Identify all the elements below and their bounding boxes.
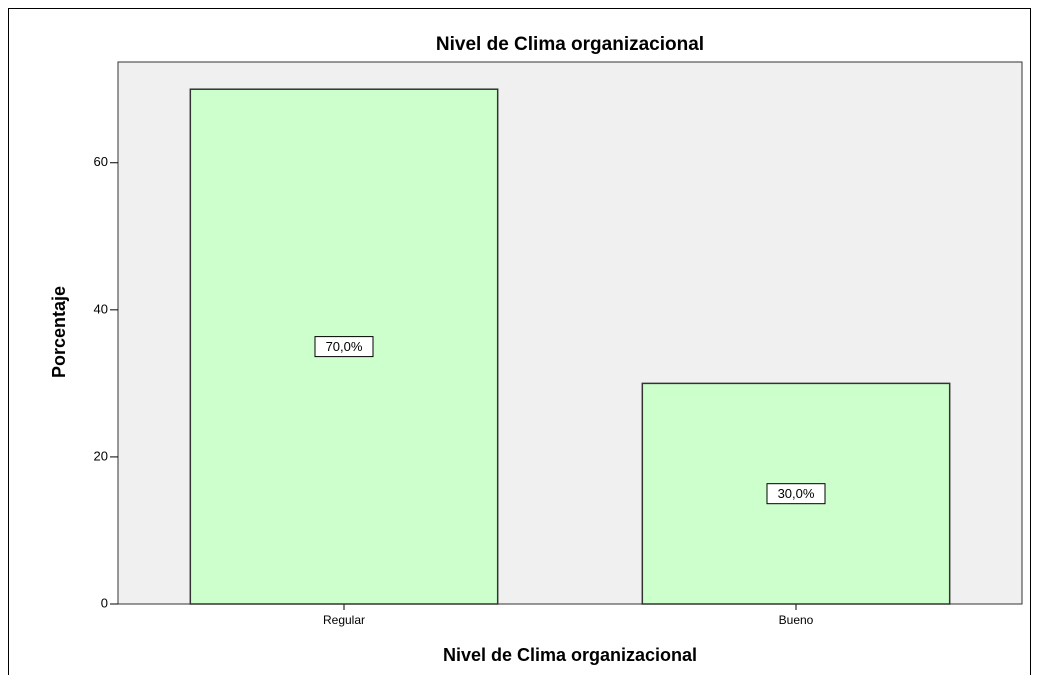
- value-label: 70,0%: [326, 339, 363, 354]
- y-axis-title: Porcentaje: [49, 286, 69, 378]
- x-tick-label: Bueno: [779, 613, 814, 627]
- y-tick-label: 60: [94, 154, 108, 169]
- value-label-box: [314, 336, 374, 358]
- value-label-box: [766, 483, 826, 505]
- x-tick-label: Regular: [323, 613, 365, 627]
- y-tick-label: 0: [101, 595, 108, 610]
- chart-title: Nivel de Clima organizacional: [436, 34, 704, 55]
- value-label: 30,0%: [778, 486, 815, 501]
- y-tick-label: 20: [94, 448, 108, 463]
- x-axis-title: Nivel de Clima organizacional: [443, 645, 697, 665]
- y-tick-label: 40: [94, 301, 108, 316]
